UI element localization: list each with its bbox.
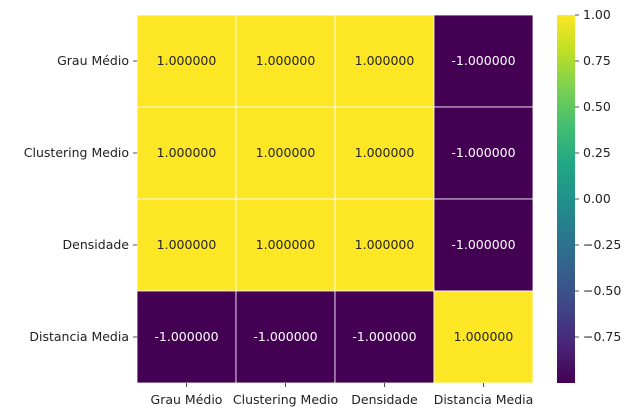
- heatmap-cell: [136, 14, 237, 108]
- column-axis: Grau Médio Clustering Medio Densidade Dista…: [151, 383, 534, 407]
- heatmap-cell: [235, 198, 336, 292]
- colorbar: 1.00 0.75 0.50 0.25 0.00 −0.25 −0.50 −0.75: [557, 7, 621, 383]
- heatmap-cell: [433, 14, 534, 108]
- colorbar-gradient: [557, 15, 575, 383]
- colorbar-tick-label: 1.00: [583, 7, 611, 22]
- heatmap-cell: [136, 290, 237, 384]
- cell-value-label: 1.000000: [355, 145, 415, 160]
- cell-value-label: -1.000000: [451, 145, 515, 160]
- colorbar-tick-label: −0.75: [583, 329, 621, 344]
- row-tick-label: Densidade: [63, 237, 130, 252]
- colorbar-tick-label: 0.50: [583, 99, 611, 114]
- cell-value-label: 1.000000: [355, 237, 415, 252]
- heatmap-cell: [433, 198, 534, 292]
- colorbar-tick-label: 0.00: [583, 191, 611, 206]
- cell-value-label: 1.000000: [454, 329, 514, 344]
- colorbar-tick-label: 0.25: [583, 145, 611, 160]
- cell-value-label: -1.000000: [154, 329, 218, 344]
- cell-value-label: 1.000000: [256, 145, 316, 160]
- heatmap-cell: [136, 106, 237, 200]
- heatmap-cell: [235, 14, 336, 108]
- heatmap-cell: [235, 290, 336, 384]
- cell-value-label: 1.000000: [157, 145, 217, 160]
- heatmap-cells: [136, 14, 534, 384]
- heatmap-cell: [334, 290, 435, 384]
- cell-value-label: 1.000000: [157, 237, 217, 252]
- heatmap-cell: [433, 290, 534, 384]
- column-tick-label: Clustering Medio: [233, 392, 338, 407]
- cell-value-label: -1.000000: [352, 329, 416, 344]
- column-tick-label: Distancia Media: [434, 392, 534, 407]
- column-tick-label: Densidade: [351, 392, 418, 407]
- column-tick-label: Grau Médio: [151, 392, 223, 407]
- colorbar-tick-label: −0.25: [583, 237, 621, 252]
- row-axis: Grau Médio Clustering Medio Densidade Dista…: [24, 53, 137, 344]
- heatmap-cell: [235, 106, 336, 200]
- row-tick-label: Clustering Medio: [24, 145, 129, 160]
- colorbar-tick-label: 0.75: [583, 53, 611, 68]
- cell-value-label: 1.000000: [355, 53, 415, 68]
- heatmap-cell: [433, 106, 534, 200]
- heatmap-cell: [334, 14, 435, 108]
- row-tick-label: Grau Médio: [57, 53, 129, 68]
- cell-value-label: -1.000000: [451, 237, 515, 252]
- colorbar-tick-label: −0.50: [583, 283, 621, 298]
- cell-value-label: -1.000000: [451, 53, 515, 68]
- cell-value-label: 1.000000: [157, 53, 217, 68]
- cell-value-label: -1.000000: [253, 329, 317, 344]
- heatmap-cell-labels: 1.000000 1.000000 1.000000 -1.000000 1.00000…: [154, 53, 515, 344]
- cell-value-label: 1.000000: [256, 237, 316, 252]
- cell-value-label: 1.000000: [256, 53, 316, 68]
- row-tick-label: Distancia Media: [29, 329, 129, 344]
